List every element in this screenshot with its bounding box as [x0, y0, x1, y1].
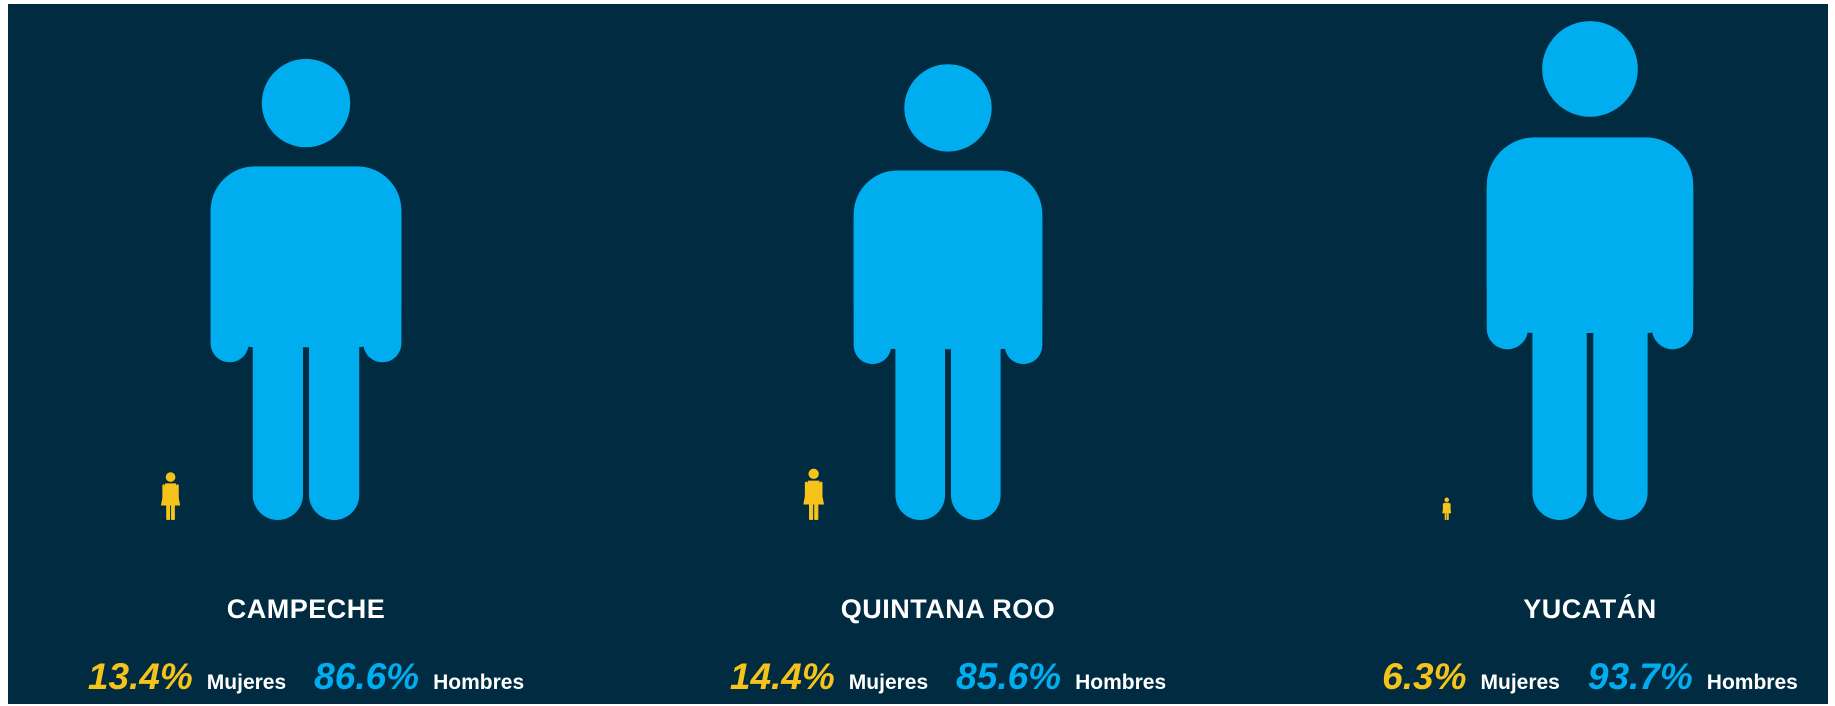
state-name: YUCATÁN [1523, 594, 1657, 624]
woman-dress [1442, 502, 1452, 514]
woman-dress [803, 480, 825, 505]
stats-row: 14.4% Mujeres 85.6% Hombres [628, 656, 1268, 698]
woman-arm [176, 484, 179, 501]
men-percentage: 86.6% [314, 656, 420, 697]
man-arm [210, 196, 249, 363]
man-icon [1486, 21, 1694, 520]
state-panel-yucatan: YUCATÁN 6.3% Mujeres 93.7% Hombres [1270, 4, 1828, 704]
man-torso [210, 166, 402, 348]
man-arm [1486, 170, 1529, 350]
stats-row: 13.4% Mujeres 86.6% Hombres [8, 656, 626, 698]
state-panel-quintana-roo: QUINTANA ROO 14.4% Mujeres 85.6% Hombres [628, 4, 1268, 704]
man-arm [363, 196, 402, 363]
woman-leg [166, 504, 171, 520]
woman-leg [809, 503, 814, 520]
figures-yucatan [1442, 21, 1694, 520]
woman-arm [1442, 503, 1445, 511]
women-percentage: 14.4% [729, 656, 835, 697]
woman-arm [819, 481, 823, 500]
man-head [1542, 21, 1638, 117]
man-leg [1532, 278, 1587, 520]
man-leg [309, 296, 360, 520]
man-arm [1004, 200, 1043, 365]
men-label: Hombres [1706, 671, 1798, 694]
man-icon [853, 64, 1043, 520]
woman-arm [804, 481, 808, 500]
man-arm [853, 200, 892, 365]
gender-infographic: CAMPECHE 13.4% Mujeres 86.6% Hombres QUI… [8, 4, 1828, 704]
woman-icon [160, 472, 181, 520]
women-percentage: 13.4% [87, 656, 193, 697]
man-head [261, 58, 351, 148]
man-icon [210, 58, 402, 520]
woman-head [165, 472, 176, 482]
woman-head [1444, 497, 1450, 503]
stats-row: 6.3% Mujeres 93.7% Hombres [1270, 656, 1828, 698]
woman-icon [1442, 497, 1452, 520]
man-leg [1593, 278, 1648, 520]
women-label: Mujeres [1480, 671, 1560, 694]
men-percentage: 93.7% [1587, 656, 1693, 697]
man-leg [895, 299, 946, 520]
state-name: CAMPECHE [226, 594, 386, 624]
man-head [904, 64, 992, 152]
man-leg [950, 299, 1001, 520]
woman-arm [162, 484, 165, 501]
men-label: Hombres [433, 671, 525, 694]
men-label: Hombres [1075, 671, 1167, 694]
woman-icon [803, 468, 825, 520]
woman-leg [1446, 512, 1449, 520]
woman-arm [1449, 503, 1451, 511]
state-name: QUINTANA ROO [840, 594, 1056, 624]
man-leg [252, 296, 303, 520]
woman-leg [1444, 512, 1447, 520]
figures-quintana-roo [803, 64, 1043, 520]
man-torso [1486, 137, 1694, 334]
woman-head [808, 468, 819, 480]
women-percentage: 6.3% [1382, 656, 1467, 697]
woman-leg [171, 504, 175, 520]
women-label: Mujeres [206, 671, 287, 694]
women-label: Mujeres [848, 671, 929, 694]
figures-campeche [160, 58, 402, 520]
woman-leg [814, 503, 819, 520]
man-torso [853, 170, 1043, 350]
man-arm [1651, 170, 1694, 350]
woman-dress [160, 483, 181, 506]
state-panel-campeche: CAMPECHE 13.4% Mujeres 86.6% Hombres [8, 4, 626, 704]
men-percentage: 85.6% [956, 656, 1062, 697]
